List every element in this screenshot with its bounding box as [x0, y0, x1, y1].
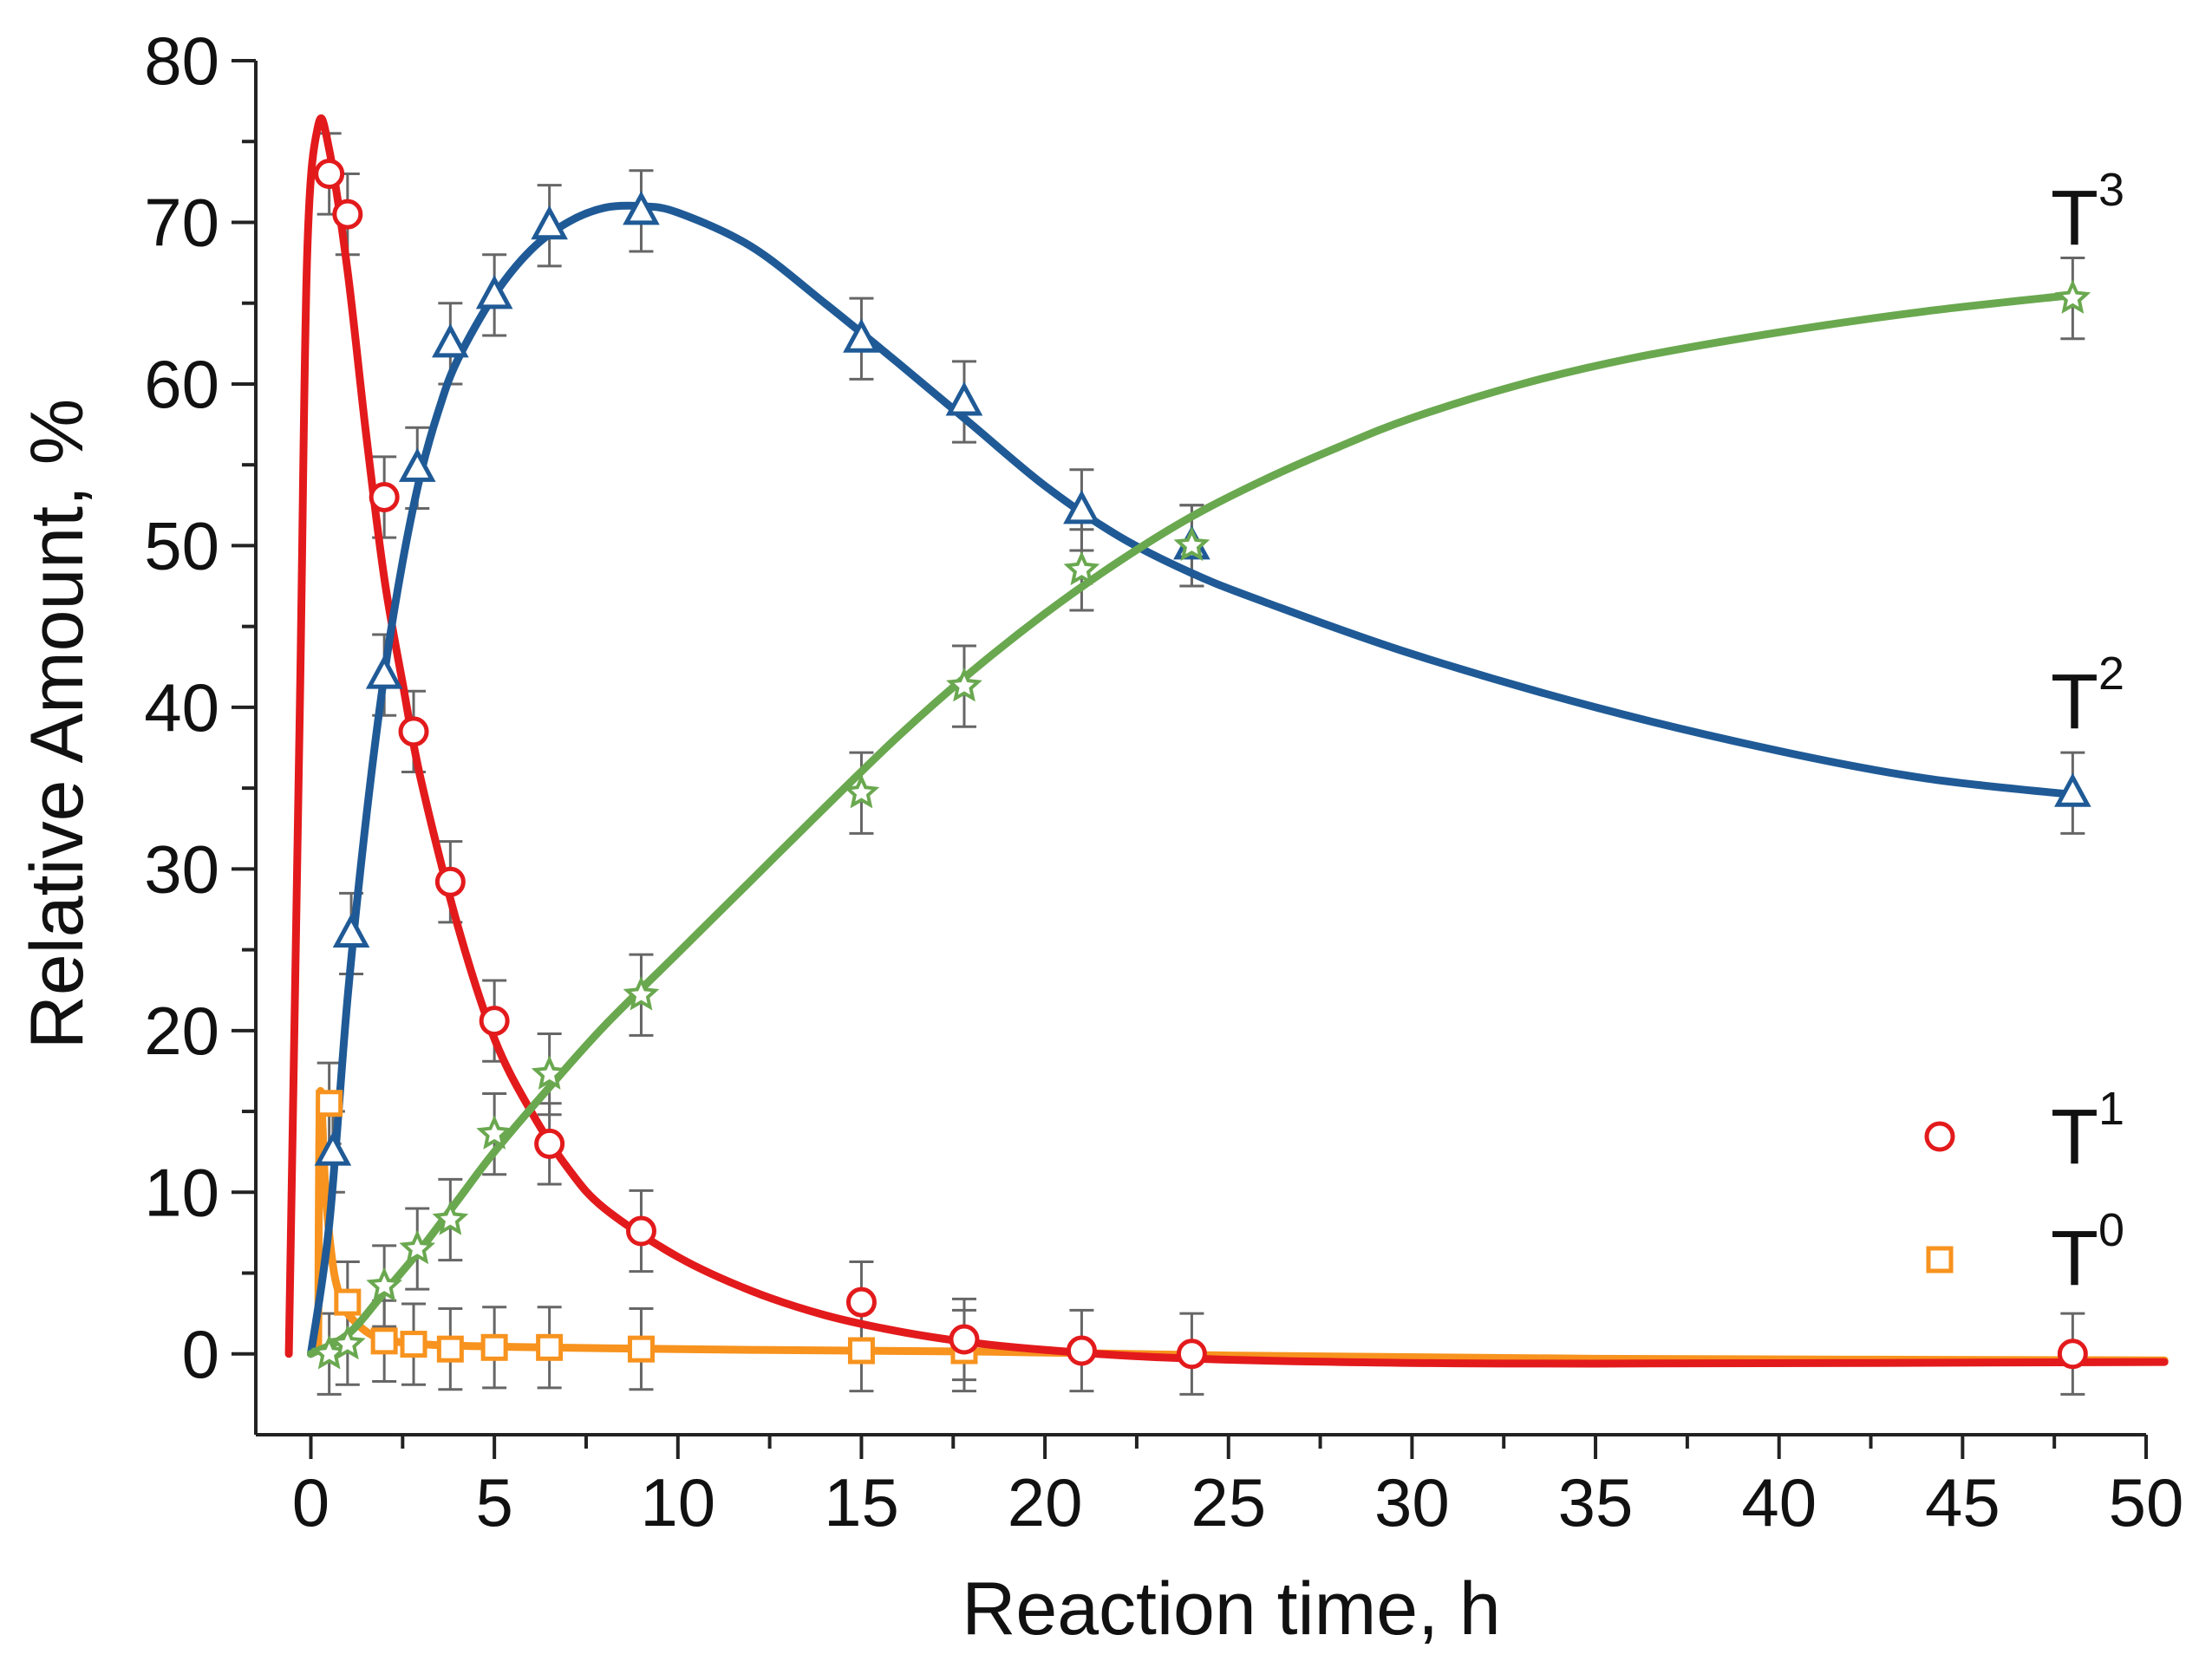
- t2-data-point: [2054, 772, 2091, 807]
- t1-label-main: T: [2051, 1094, 2098, 1181]
- t3-data-point: [843, 773, 880, 809]
- y-tick-label: 0: [182, 1316, 219, 1392]
- x-tick-label: 20: [1008, 1464, 1083, 1540]
- t3-data-point: [432, 1201, 469, 1235]
- t0-data-point: [847, 1337, 875, 1365]
- t0-data-point: [436, 1335, 464, 1363]
- t0-data-point: [627, 1335, 655, 1363]
- t2-label-main: T: [2051, 659, 2098, 746]
- t0-data-point: [316, 1090, 343, 1117]
- curve-layer: [284, 114, 2169, 1368]
- t2-data-point: [843, 318, 880, 353]
- x-tick-label: 30: [1374, 1464, 1450, 1540]
- t2-data-point: [365, 655, 403, 689]
- t2-data-point: [332, 913, 370, 948]
- t3-data-point: [946, 667, 982, 702]
- t1-data-point: [314, 159, 345, 190]
- t2-data-point: [475, 275, 513, 309]
- t3-data-point: [399, 1229, 436, 1265]
- x-tick-label: 50: [2109, 1464, 2184, 1540]
- x-axis-title: Reaction time, h: [962, 1567, 1500, 1651]
- x-tick-label: 45: [1925, 1464, 2000, 1540]
- t2-fit-curve: [306, 201, 2077, 1358]
- t3-data-point: [1063, 550, 1100, 586]
- t3-data-point: [366, 1267, 402, 1302]
- y-tick-label: 10: [144, 1154, 219, 1230]
- x-tick-label: 15: [824, 1464, 899, 1540]
- t2-data-point: [623, 191, 660, 225]
- y-axis-title: Relative Amount, %: [16, 399, 99, 1049]
- t1-data-point: [479, 1006, 510, 1037]
- t2-label-superscript: 2: [2098, 648, 2124, 700]
- marker-layer: [310, 159, 2091, 1370]
- t1-data-point: [369, 481, 400, 512]
- t2-data-point: [945, 381, 983, 416]
- t1-legend-marker: [1924, 1121, 1955, 1152]
- y-tick-label: 20: [144, 993, 219, 1069]
- t2-data-point: [398, 447, 436, 482]
- t0-label-superscript: 0: [2098, 1204, 2124, 1256]
- x-tick-label: 40: [1741, 1464, 1817, 1540]
- t1-data-point: [2057, 1339, 2088, 1370]
- t0-data-point: [480, 1333, 508, 1361]
- t2-data-point: [314, 1131, 352, 1166]
- t1-data-point: [949, 1324, 980, 1355]
- t1-label-superscript: 1: [2098, 1083, 2124, 1135]
- x-tick-label: 10: [640, 1464, 715, 1540]
- t3-data-point: [329, 1325, 366, 1360]
- t3-data-point: [476, 1115, 512, 1150]
- x-tick-label: 0: [292, 1464, 330, 1540]
- t1-data-point: [845, 1286, 877, 1318]
- y-tick-label: 50: [144, 507, 219, 583]
- y-tick-label: 30: [144, 830, 219, 907]
- t1-data-point: [1176, 1339, 1207, 1370]
- y-tick-label: 40: [144, 669, 219, 746]
- t3-data-point: [623, 975, 660, 1011]
- x-tick-label: 35: [1558, 1464, 1634, 1540]
- t3-fit-curve: [306, 290, 2077, 1358]
- t1-fit-curve: [284, 114, 2169, 1368]
- t3-data-point: [2054, 279, 2091, 314]
- x-tick-label: 25: [1191, 1464, 1266, 1540]
- t1-data-point: [332, 199, 363, 230]
- t1-data-point: [1066, 1335, 1097, 1366]
- y-tick-label: 80: [144, 23, 219, 99]
- y-tick-label: 70: [144, 184, 219, 260]
- t0-label-main: T: [2051, 1215, 2098, 1302]
- t0-data-point: [334, 1288, 362, 1316]
- t0-data-point: [400, 1331, 427, 1358]
- t3-data-point: [1173, 526, 1210, 562]
- t2-data-point: [531, 205, 568, 240]
- t1-data-point: [434, 866, 466, 897]
- y-tick-label: 60: [144, 346, 219, 422]
- t3-label-superscript: 3: [2098, 164, 2124, 216]
- t0-data-point: [370, 1327, 398, 1355]
- x-tick-label: 5: [475, 1464, 512, 1540]
- label-layer: T 3T 2T 1T 0: [1924, 164, 2124, 1302]
- t3-label-main: T: [2051, 175, 2098, 262]
- t2-data-point: [432, 323, 469, 358]
- t3-data-point: [531, 1055, 568, 1090]
- t0-legend-marker: [1926, 1246, 1954, 1273]
- t1-data-point: [398, 716, 429, 747]
- t2-data-point: [1063, 490, 1100, 524]
- t0-data-point: [536, 1333, 564, 1361]
- t1-data-point: [534, 1128, 565, 1159]
- t1-data-point: [625, 1215, 656, 1247]
- t0-fit-curve: [314, 1087, 2169, 1365]
